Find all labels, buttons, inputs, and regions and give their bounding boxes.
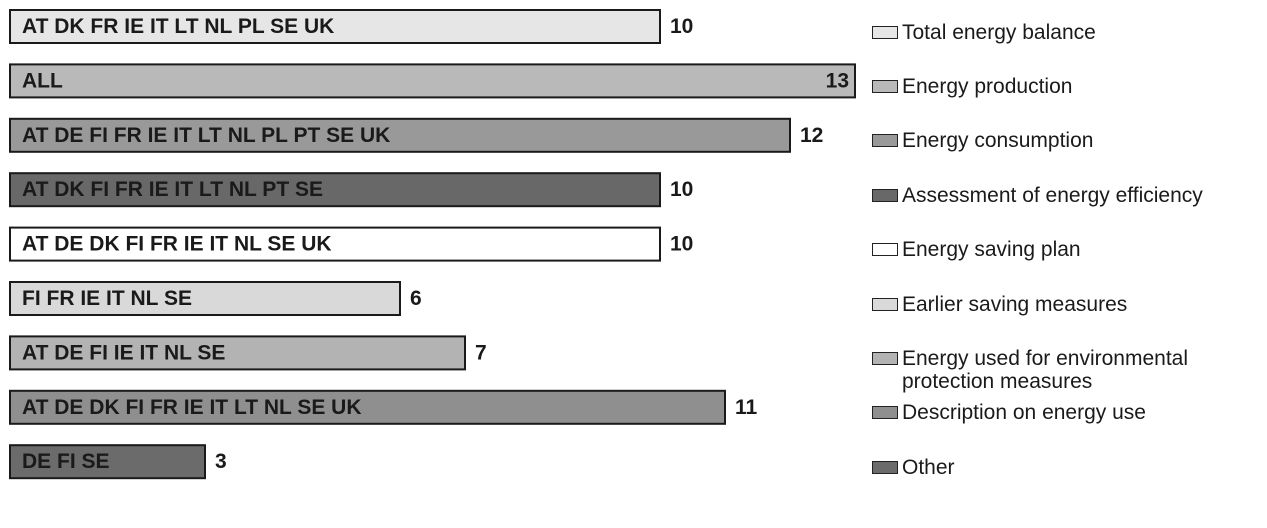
legend-swatch — [872, 25, 898, 39]
legend-label: Energy consumption — [902, 129, 1094, 153]
legend-entry: Assessment of energy efficiency — [872, 184, 1264, 207]
legend-swatch — [872, 188, 898, 202]
legend-entry: Other — [872, 456, 1264, 479]
legend-swatch — [872, 79, 898, 93]
bar — [9, 63, 856, 99]
legend-swatch — [872, 134, 898, 148]
legend-label: Energy production — [902, 74, 1073, 98]
legend-label: Other — [902, 455, 955, 479]
value-label: 7 — [475, 341, 487, 364]
legend-label: Energy used for environmental protection… — [902, 346, 1188, 393]
value-label: 6 — [410, 287, 422, 310]
legend-entry: Energy saving plan — [872, 238, 1264, 261]
value-label: 12 — [800, 124, 823, 147]
legend-swatch — [872, 297, 898, 311]
bar-label: DE FI SE — [22, 450, 110, 473]
value-label: 10 — [670, 233, 693, 256]
legend-label: Description on energy use — [902, 401, 1146, 425]
legend-swatch — [872, 351, 898, 365]
bar-label: ALL — [22, 69, 63, 92]
legend-entry: Energy used for environmental protection… — [872, 347, 1264, 393]
legend-entry: Energy production — [872, 75, 1264, 98]
bar — [9, 281, 401, 316]
bar — [9, 226, 661, 262]
value-label: 3 — [215, 450, 227, 473]
value-label: 10 — [670, 15, 693, 38]
value-label: 11 — [735, 396, 758, 419]
legend-label: Earlier saving measures — [902, 292, 1128, 316]
legend-swatch — [872, 460, 898, 474]
bar-label: FI FR IE IT NL SE — [22, 287, 192, 310]
bar-label: AT DK FR IE IT LT NL PL SE UK — [22, 15, 334, 38]
bar-label: AT DE FI FR IE IT LT NL PL PT SE UK — [22, 124, 390, 147]
bar — [9, 117, 791, 153]
legend-label: Energy saving plan — [902, 238, 1081, 262]
bar-label: AT DE FI IE IT NL SE — [22, 341, 225, 364]
value-label: 13 — [826, 69, 849, 92]
bar — [9, 335, 466, 371]
legend-label: Assessment of energy efficiency — [902, 183, 1203, 207]
legend-entry: Earlier saving measures — [872, 293, 1264, 316]
bar — [9, 389, 726, 425]
legend-swatch — [872, 243, 898, 257]
bar — [9, 9, 661, 44]
legend-label: Total energy balance — [902, 20, 1096, 44]
legend-entry: Description on energy use — [872, 401, 1264, 424]
value-label: 10 — [670, 178, 693, 201]
bars: AT DK FR IE IT LT NL PL SE UK 10 ALL 13 AT D… — [9, 9, 856, 480]
legend-swatch — [872, 406, 898, 420]
bar-label: AT DK FI FR IE IT LT NL PT SE — [22, 178, 323, 201]
legend-entry: Energy consumption — [872, 129, 1264, 152]
bar — [9, 444, 206, 480]
legend-entry: Total energy balance — [872, 21, 1264, 44]
bar — [9, 172, 661, 208]
bar-label: AT DE DK FI FR IE IT LT NL SE UK — [22, 396, 362, 419]
bar-label: AT DE DK FI FR IE IT NL SE UK — [22, 233, 332, 256]
